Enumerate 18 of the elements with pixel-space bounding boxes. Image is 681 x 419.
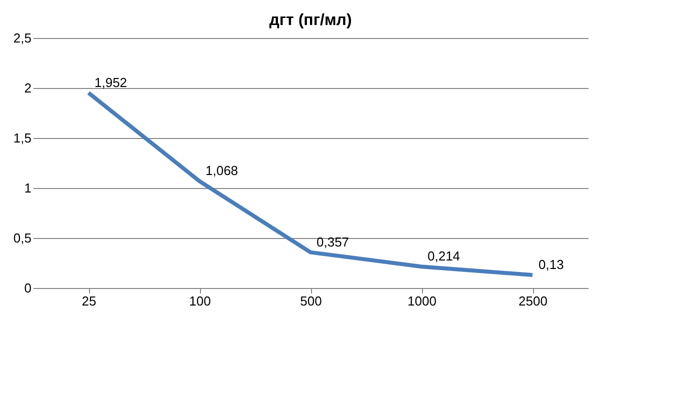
data-label: 0,357	[316, 234, 350, 250]
data-label: 0,13	[538, 257, 564, 272]
x-tick-label: 100	[189, 294, 211, 308]
y-tick-label: 2	[24, 80, 32, 96]
chart-title: дгт (пг/мл)	[269, 12, 352, 29]
x-tick-label: 25	[82, 294, 96, 308]
x-tick-label: 2500	[518, 294, 548, 308]
data-label: 0,214	[428, 248, 460, 264]
data-label: 1,952	[94, 74, 128, 90]
line-series	[86, 90, 534, 277]
y-tick-label: 1,5	[13, 130, 32, 146]
y-tick-label: 1	[24, 180, 32, 196]
x-tick-label: 500	[300, 294, 322, 308]
y-tick-label: 0	[24, 280, 32, 296]
data-label: 1,068	[206, 163, 238, 178]
x-tick-label: 1000	[408, 294, 436, 308]
y-tick-label: 2,5	[13, 30, 32, 46]
y-tick-label: 0,5	[13, 230, 32, 246]
